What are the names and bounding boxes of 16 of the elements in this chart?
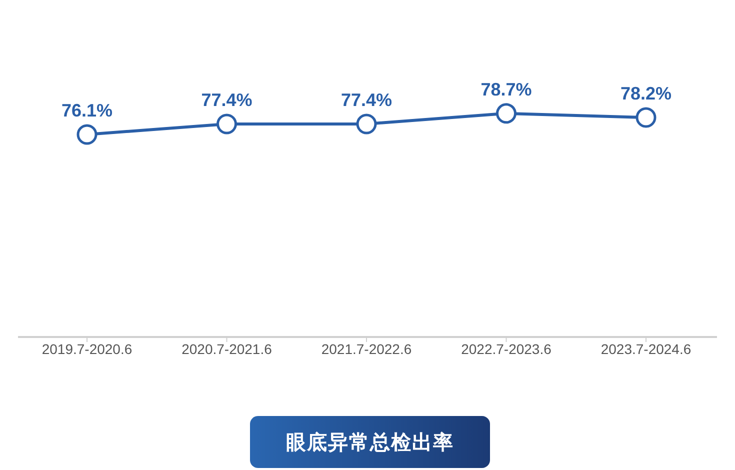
x-tick-label: 2022.7-2023.6 <box>461 340 552 357</box>
point <box>356 114 377 134</box>
x-tick-label: 2020.7-2021.6 <box>182 340 272 357</box>
x-tick-label: 2023.7-2024.6 <box>600 340 692 357</box>
point <box>76 124 98 145</box>
text: 眼底异常总检出率 <box>250 416 490 468</box>
x-tick-label: 2021.7-2022.6 <box>321 340 412 357</box>
data-label: 76.1% <box>61 100 113 120</box>
data-label: 78.7% <box>480 79 532 100</box>
point <box>636 107 656 128</box>
data-label: 77.4% <box>201 90 252 110</box>
point <box>216 114 237 134</box>
data-label: 77.4% <box>340 90 392 110</box>
point <box>496 103 516 124</box>
x-tick-label: 2019.7-2020.6 <box>42 340 132 357</box>
data-label: 78.2% <box>620 83 672 104</box>
